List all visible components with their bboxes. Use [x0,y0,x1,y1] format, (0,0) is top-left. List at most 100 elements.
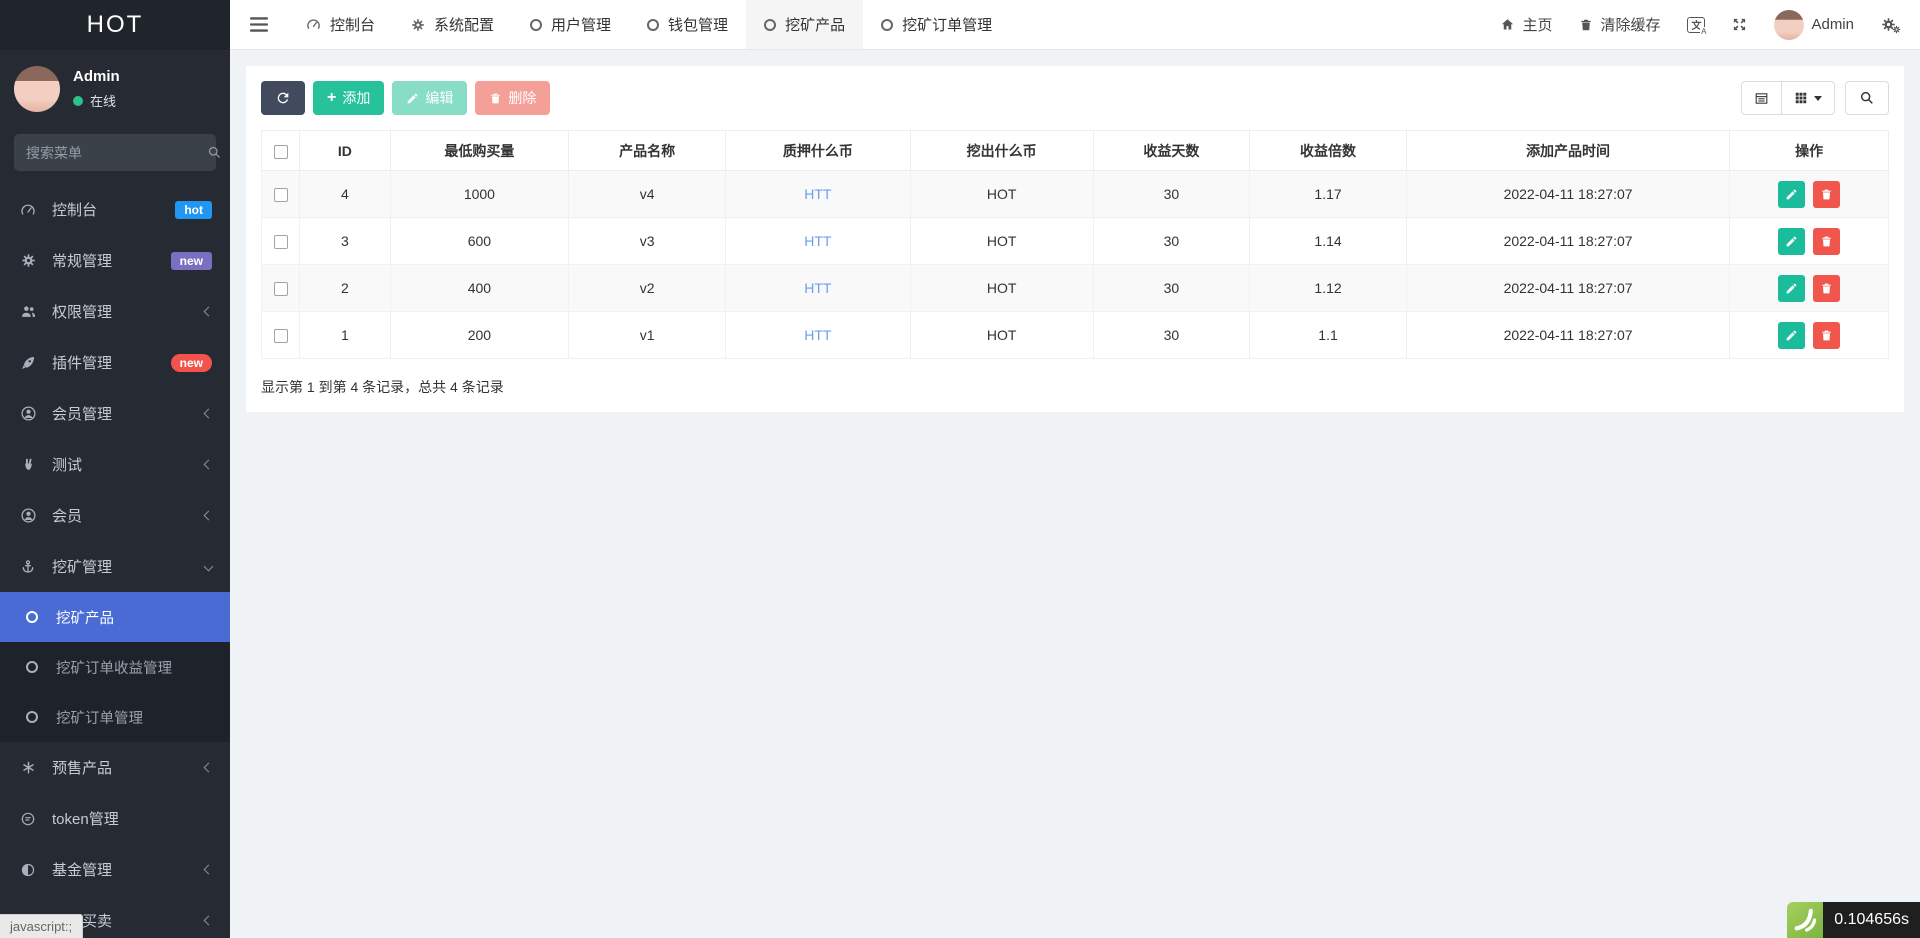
toolbar-right [1741,81,1889,115]
cell-profit-days: 30 [1092,311,1251,359]
cell-created-time: 2022-04-11 18:27:07 [1405,311,1731,359]
menu-search-input[interactable] [26,144,207,161]
delete-row-button[interactable] [1813,180,1841,208]
user-panel: Admin 在线 [0,50,230,120]
edit-row-button[interactable] [1778,180,1806,208]
trash-icon [1822,283,1831,293]
pencil-icon [407,93,418,103]
circle-o-icon [22,661,42,673]
stake-coin-link[interactable]: HTT [804,186,832,202]
sidebar-item-dashboard[interactable]: 控制台 hot [0,184,230,235]
cell-mine-coin: HOT [909,170,1094,218]
sidebar-item-member[interactable]: 会员 [0,490,230,541]
delete-button[interactable]: 删除 [475,81,551,115]
tab-mining-products[interactable]: 挖矿产品 [746,0,864,49]
refresh-button[interactable] [261,81,305,115]
account-menu[interactable]: Admin [1774,9,1854,40]
sidebar-item-label: 会员管理 [52,406,113,423]
tab-user-admin[interactable]: 用户管理 [512,0,629,49]
col-header-mine-coin[interactable]: 挖出什么币 [909,130,1094,171]
sidebar-toggle-button[interactable] [230,0,288,49]
sidebar-item-label: 测试 [52,457,83,474]
clear-cache-label: 清除缓存 [1600,17,1661,34]
cell-mine-coin: HOT [909,311,1094,359]
clear-cache-link[interactable]: 清除缓存 [1579,14,1660,35]
table-row: 1 200 v1 HTT HOT 30 1.1 2022-04-11 18:27… [260,311,1889,359]
add-button[interactable]: + 添加 [313,81,385,115]
row-checkbox[interactable] [273,188,288,203]
asterisk-icon [18,760,38,775]
table-row: 4 1000 v4 HTT HOT 30 1.17 2022-04-11 18:… [260,170,1889,218]
tab-wallet-admin[interactable]: 钱包管理 [629,0,746,49]
col-header-min-buy[interactable]: 最低购买量 [389,130,570,171]
home-link[interactable]: 主页 [1500,14,1552,35]
grid-icon [1795,92,1807,104]
circle-o-icon [22,711,42,723]
edit-row-button[interactable] [1778,274,1806,302]
delete-row-button[interactable] [1813,321,1841,349]
refresh-icon [277,92,289,104]
sidebar-item-token[interactable]: token管理 [0,793,230,844]
col-header-created-time[interactable]: 添加产品时间 [1405,130,1731,171]
content-area: + 添加 编辑 删除 [230,50,1920,938]
sidebar-item-addon[interactable]: 插件管理 new [0,337,230,388]
col-header-profit-multiple[interactable]: 收益倍数 [1249,130,1407,171]
circle-o-icon [764,18,777,31]
tab-dashboard[interactable]: 控制台 [288,0,393,49]
col-header-profit-days[interactable]: 收益天数 [1092,130,1251,171]
columns-view-button[interactable] [1781,81,1835,115]
cell-created-time: 2022-04-11 18:27:07 [1405,264,1731,312]
stake-coin-link[interactable]: HTT [804,233,832,249]
delete-row-button[interactable] [1813,227,1841,255]
view-toggle-group [1741,81,1835,115]
sidebar-item-fund[interactable]: 基金管理 [0,844,230,895]
sidebar-item-mining-order-profit[interactable]: 挖矿订单收益管理 [0,642,230,692]
trash-icon [1822,330,1831,340]
stake-coin-link[interactable]: HTT [804,327,832,343]
cell-min-buy: 400 [389,264,570,312]
circle-o-icon [881,18,894,31]
sidebar-item-mining[interactable]: 挖矿管理 [0,541,230,592]
edit-row-button[interactable] [1778,227,1806,255]
row-checkbox[interactable] [273,282,288,297]
tab-mining-orders[interactable]: 挖矿订单管理 [863,0,1010,49]
edit-button[interactable]: 编辑 [392,81,468,115]
stake-coin-link[interactable]: HTT [804,280,832,296]
delete-row-button[interactable] [1813,274,1841,302]
row-checkbox[interactable] [273,329,288,344]
col-header-stake-coin[interactable]: 质押什么币 [724,130,911,171]
sidebar-item-presale[interactable]: 预售产品 [0,742,230,793]
search-icon [207,145,222,160]
sidebar-item-label: 基金管理 [52,862,113,879]
table-search-button[interactable] [1845,81,1889,115]
sidebar-item-general[interactable]: 常规管理 new [0,235,230,286]
expand-icon [1732,17,1747,32]
select-all-checkbox[interactable] [273,144,288,159]
cell-profit-multiple: 1.12 [1249,264,1407,312]
row-checkbox[interactable] [273,235,288,250]
tab-system-config[interactable]: 系统配置 [393,0,512,49]
cell-mine-coin: HOT [909,264,1094,312]
sidebar-item-label: 权限管理 [52,304,113,321]
detail-view-button[interactable] [1741,81,1782,115]
cell-min-buy: 600 [389,217,570,265]
search-icon [1860,91,1873,104]
edit-row-button[interactable] [1778,321,1806,349]
chevron-left-icon [203,762,214,773]
col-header-product-name[interactable]: 产品名称 [568,130,726,171]
cell-profit-multiple: 1.17 [1249,170,1407,218]
sidebar-item-mining-orders[interactable]: 挖矿订单管理 [0,692,230,742]
settings-button[interactable] [1881,17,1901,34]
thinkphp-logo-icon[interactable] [1787,902,1824,938]
sidebar-item-mining-products[interactable]: 挖矿产品 [0,592,230,642]
col-header-id[interactable]: ID [299,130,391,171]
chevron-left-icon [203,915,214,926]
fullscreen-button[interactable] [1732,17,1747,32]
sidebar-item-member-admin[interactable]: 会员管理 [0,388,230,439]
table-row: 3 600 v3 HTT HOT 30 1.14 2022-04-11 18:2… [260,217,1889,265]
sidebar-item-test[interactable]: 测试 [0,439,230,490]
cell-id: 3 [299,217,391,265]
sidebar-item-auth[interactable]: 权限管理 [0,286,230,337]
